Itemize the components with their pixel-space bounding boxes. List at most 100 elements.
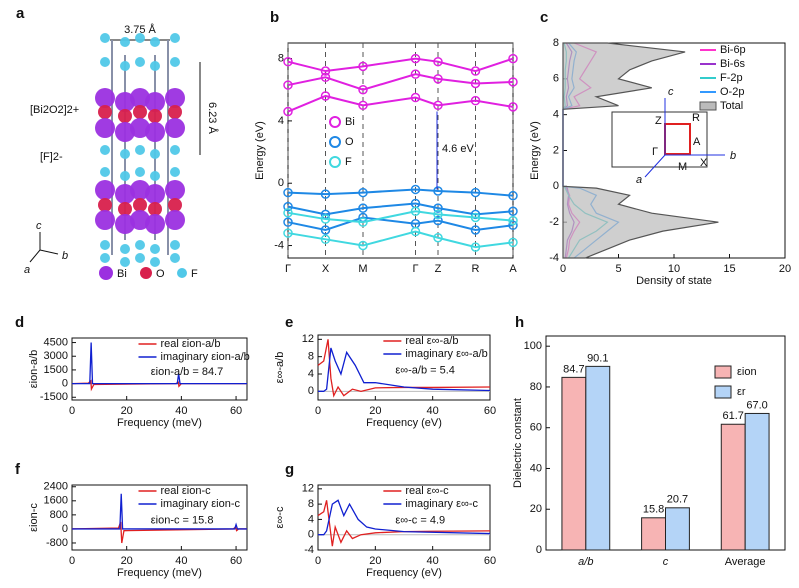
- line: [318, 347, 491, 392]
- atom: [95, 118, 115, 138]
- atom: [118, 109, 132, 123]
- y-tick-label: 12: [302, 483, 314, 495]
- y-tick-label: 4: [308, 513, 314, 525]
- atom: [135, 57, 145, 67]
- y-tick-label: 0: [553, 180, 559, 192]
- projection-marker: [433, 209, 443, 220]
- atom: [115, 214, 135, 234]
- atom: [135, 167, 145, 177]
- axis-arrow: [39, 249, 59, 255]
- x-tick-label: X: [322, 263, 330, 275]
- y-tick-label: 4: [308, 368, 314, 380]
- atom: [170, 240, 180, 250]
- x-tick-label: 20: [121, 405, 133, 417]
- x-tick-label: 20: [369, 405, 381, 417]
- y-tick-label: -1500: [40, 391, 68, 403]
- band: [287, 94, 514, 113]
- x-tick-label: 40: [175, 555, 187, 567]
- k-point: X: [700, 157, 708, 169]
- y-tick-label: 100: [524, 340, 542, 352]
- projection-marker: [358, 240, 368, 251]
- atom: [130, 88, 150, 108]
- projection-marker: [470, 66, 481, 76]
- atom: [100, 253, 110, 263]
- x-axis-title: Density of state: [636, 275, 712, 287]
- projection-marker: [433, 203, 443, 213]
- atom: [170, 167, 180, 177]
- bar: [720, 423, 746, 551]
- atom: [170, 57, 180, 67]
- atom: [133, 198, 147, 212]
- panel-label: e: [285, 314, 293, 331]
- projection-marker: [283, 80, 293, 90]
- projection-marker: [508, 237, 518, 248]
- atom: [130, 118, 150, 138]
- projection-marker: [283, 106, 293, 117]
- y-tick-label: 2: [553, 144, 559, 156]
- atom: [135, 33, 145, 43]
- projection-marker: [508, 206, 518, 217]
- projection-marker: [320, 189, 331, 199]
- y-tick-label: -4: [549, 252, 559, 264]
- x-tick-label: 15: [723, 263, 735, 275]
- atom: [118, 202, 132, 216]
- x-tick-label: 5: [615, 263, 621, 275]
- projection-marker: [433, 56, 443, 67]
- legend-label: F: [191, 268, 198, 280]
- bar: [585, 365, 611, 551]
- projection-marker: [283, 228, 293, 238]
- k-point: R: [692, 112, 700, 124]
- legend-label: Bi: [117, 268, 127, 280]
- panel-label: g: [285, 461, 294, 478]
- projection-marker: [508, 190, 518, 201]
- y-tick-label: 0: [308, 529, 314, 541]
- projection-marker: [283, 187, 293, 198]
- atom: [115, 184, 135, 204]
- atom: [148, 109, 162, 123]
- x-tick-label: Γ: [412, 263, 418, 275]
- panel-label: d: [15, 314, 24, 331]
- x-tick-label: c: [663, 556, 669, 568]
- legend-label: F-2p: [720, 72, 743, 84]
- inset-box: [611, 111, 708, 168]
- legend-label: real ε∞-c: [405, 485, 449, 497]
- projection-marker: [358, 217, 368, 227]
- atom: [98, 105, 112, 119]
- projection-marker: [283, 56, 293, 67]
- legend-symbol: [714, 365, 732, 379]
- atom: [98, 198, 112, 212]
- atom: [170, 145, 180, 155]
- atom: [150, 149, 160, 159]
- legend-label: imaginary ε∞-c: [405, 498, 478, 510]
- x-tick-label: 40: [427, 555, 439, 567]
- projection-marker: [470, 242, 481, 252]
- plot-frame: [71, 484, 248, 551]
- panel-label: c: [540, 9, 548, 26]
- y-tick-label: 3000: [44, 350, 68, 362]
- projection-marker: [283, 201, 293, 212]
- projection-marker: [320, 91, 331, 101]
- band: [287, 210, 514, 224]
- legend-symbol: [140, 267, 152, 279]
- y-tick-label: 40: [530, 462, 542, 474]
- x-axis-title: Frequency (meV): [117, 417, 202, 429]
- legend-label: O: [156, 268, 165, 280]
- k-point: M: [678, 161, 687, 173]
- value-label: 84.7: [563, 363, 584, 375]
- inset-axis: c: [668, 86, 674, 98]
- projection-marker: [358, 203, 368, 213]
- atom: [100, 167, 110, 177]
- x-tick-label: R: [472, 263, 480, 275]
- x-tick-label: 0: [315, 405, 321, 417]
- projection-marker: [320, 225, 331, 235]
- atom: [130, 210, 150, 230]
- x-tick-label: 0: [560, 263, 566, 275]
- line: [72, 342, 247, 385]
- projection-marker: [433, 232, 443, 243]
- x-tick-label: M: [358, 263, 367, 275]
- y-tick-label: 8: [308, 498, 314, 510]
- y-tick-label: 4: [553, 109, 559, 121]
- y-tick-label: 6: [553, 73, 559, 85]
- x-tick-label: 60: [484, 405, 496, 417]
- crystal-structure: a 3.75 Å 6.23 Å [Bi2O2]2+ [F]2- c b a Bi…: [16, 5, 219, 280]
